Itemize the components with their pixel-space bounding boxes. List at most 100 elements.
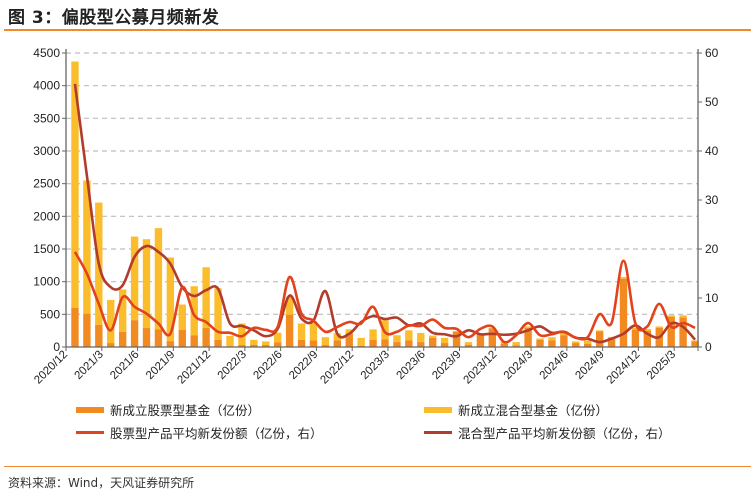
- x-tick-label: 2023/6: [394, 349, 427, 382]
- bar-hybrid: [273, 332, 282, 343]
- legend-swatch: [76, 431, 104, 434]
- y-right-tick-label: 60: [705, 46, 719, 60]
- bar-hybrid: [142, 239, 151, 329]
- bar-hybrid: [285, 296, 294, 315]
- bar-hybrid: [440, 337, 449, 344]
- bar-hybrid: [619, 277, 628, 279]
- bar-hybrid: [417, 332, 425, 343]
- bar-equity: [95, 324, 103, 347]
- bar-hybrid: [524, 326, 532, 328]
- bar-equity: [548, 340, 556, 347]
- bar-equity: [488, 328, 497, 347]
- bar-equity: [393, 342, 401, 347]
- bar-equity: [107, 343, 115, 347]
- bar-equity: [309, 340, 318, 347]
- bar-hybrid: [83, 180, 91, 314]
- x-tick-label: 2024/12: [605, 349, 643, 387]
- line-equity-avg: [73, 251, 696, 344]
- bar-hybrid: [631, 327, 640, 330]
- bar-equity: [679, 317, 687, 347]
- bar-equity: [285, 314, 294, 347]
- x-tick-label: 2022/12: [318, 349, 356, 387]
- bar-equity: [369, 339, 377, 347]
- bar-equity: [273, 342, 282, 347]
- bar-hybrid: [262, 341, 270, 346]
- bar-equity: [238, 345, 246, 347]
- y-right-tick-label: 40: [705, 144, 719, 158]
- bar-hybrid: [405, 330, 413, 341]
- bar-equity: [500, 343, 508, 347]
- x-tick-label: 2023/3: [359, 349, 392, 382]
- bar-equity: [214, 339, 222, 347]
- bar-hybrid: [536, 338, 544, 340]
- bar-equity: [190, 335, 198, 347]
- bar-equity: [250, 344, 258, 347]
- bar-hybrid: [238, 323, 246, 346]
- y-left-tick-label: 1000: [33, 275, 60, 289]
- bar-equity: [512, 345, 520, 347]
- bar-hybrid: [584, 340, 592, 344]
- bar-hybrid: [154, 228, 163, 330]
- legend-label: 股票型产品平均新发份额（亿份，右）: [110, 426, 323, 441]
- bar-equity: [202, 328, 210, 347]
- x-tick-label: 2022/9: [287, 349, 320, 382]
- bar-equity: [118, 331, 127, 347]
- bar-equity: [595, 331, 604, 347]
- gridlines: [66, 52, 698, 315]
- bar-equity: [83, 313, 91, 347]
- y-left-tick-label: 2000: [33, 209, 60, 223]
- bars: [71, 61, 699, 347]
- bar-equity: [536, 339, 544, 347]
- y-right-tick-label: 10: [705, 291, 719, 305]
- bar-equity: [405, 340, 413, 347]
- y-left-tick-label: 3000: [33, 144, 60, 158]
- y-left-tick-label: 500: [40, 307, 60, 321]
- bar-hybrid: [679, 315, 687, 318]
- bar-equity: [452, 331, 461, 347]
- x-tick-label: 2021/9: [144, 349, 177, 382]
- bar-hybrid: [655, 326, 663, 328]
- legend-swatch: [424, 431, 452, 434]
- bar-equity: [643, 330, 652, 347]
- bar-equity: [607, 337, 616, 347]
- bar-equity: [154, 329, 163, 347]
- bar-equity: [464, 344, 473, 347]
- bar-hybrid: [130, 236, 139, 321]
- bar-hybrid: [512, 342, 520, 346]
- bar-hybrid: [369, 329, 377, 340]
- bar-hybrid: [333, 333, 341, 341]
- bar-equity: [142, 328, 151, 347]
- bar-hybrid: [488, 327, 497, 329]
- bar-hybrid: [572, 341, 580, 344]
- bar-equity: [524, 327, 532, 347]
- bar-hybrid: [309, 321, 318, 341]
- bar-equity: [297, 339, 306, 347]
- bar-hybrid: [297, 323, 306, 340]
- bar-equity: [631, 329, 640, 347]
- title-divider: [4, 29, 751, 31]
- legend-label: 混合型产品平均新发份额（亿份，右）: [458, 426, 671, 441]
- bar-equity: [584, 343, 592, 347]
- legend-item-equity-line: 股票型产品平均新发份额（亿份，右）: [76, 423, 323, 442]
- x-tick-label: 2023/12: [462, 349, 500, 387]
- x-tick-label: 2020/12: [32, 349, 70, 387]
- bar-hybrid: [357, 337, 365, 347]
- bar-equity: [262, 345, 270, 347]
- legend-item-equity-bar: 新成立股票型基金（亿份）: [76, 400, 260, 419]
- bar-hybrid: [595, 330, 604, 332]
- bar-hybrid: [393, 335, 401, 343]
- y-right-tick-label: 50: [705, 95, 719, 109]
- x-tick-label: 2023/9: [430, 349, 463, 382]
- bar-equity: [333, 340, 341, 347]
- y-left-tick-label: 3500: [33, 111, 60, 125]
- bar-hybrid: [107, 299, 115, 344]
- x-tick-label: 2021/6: [108, 349, 141, 382]
- bar-hybrid: [667, 315, 675, 317]
- bar-hybrid: [250, 339, 258, 345]
- bar-hybrid: [381, 320, 389, 340]
- bar-hybrid: [166, 257, 175, 342]
- y-left-tick-label: 4000: [33, 79, 60, 93]
- y-left-tick-label: 0: [53, 340, 60, 354]
- bar-equity: [429, 337, 437, 347]
